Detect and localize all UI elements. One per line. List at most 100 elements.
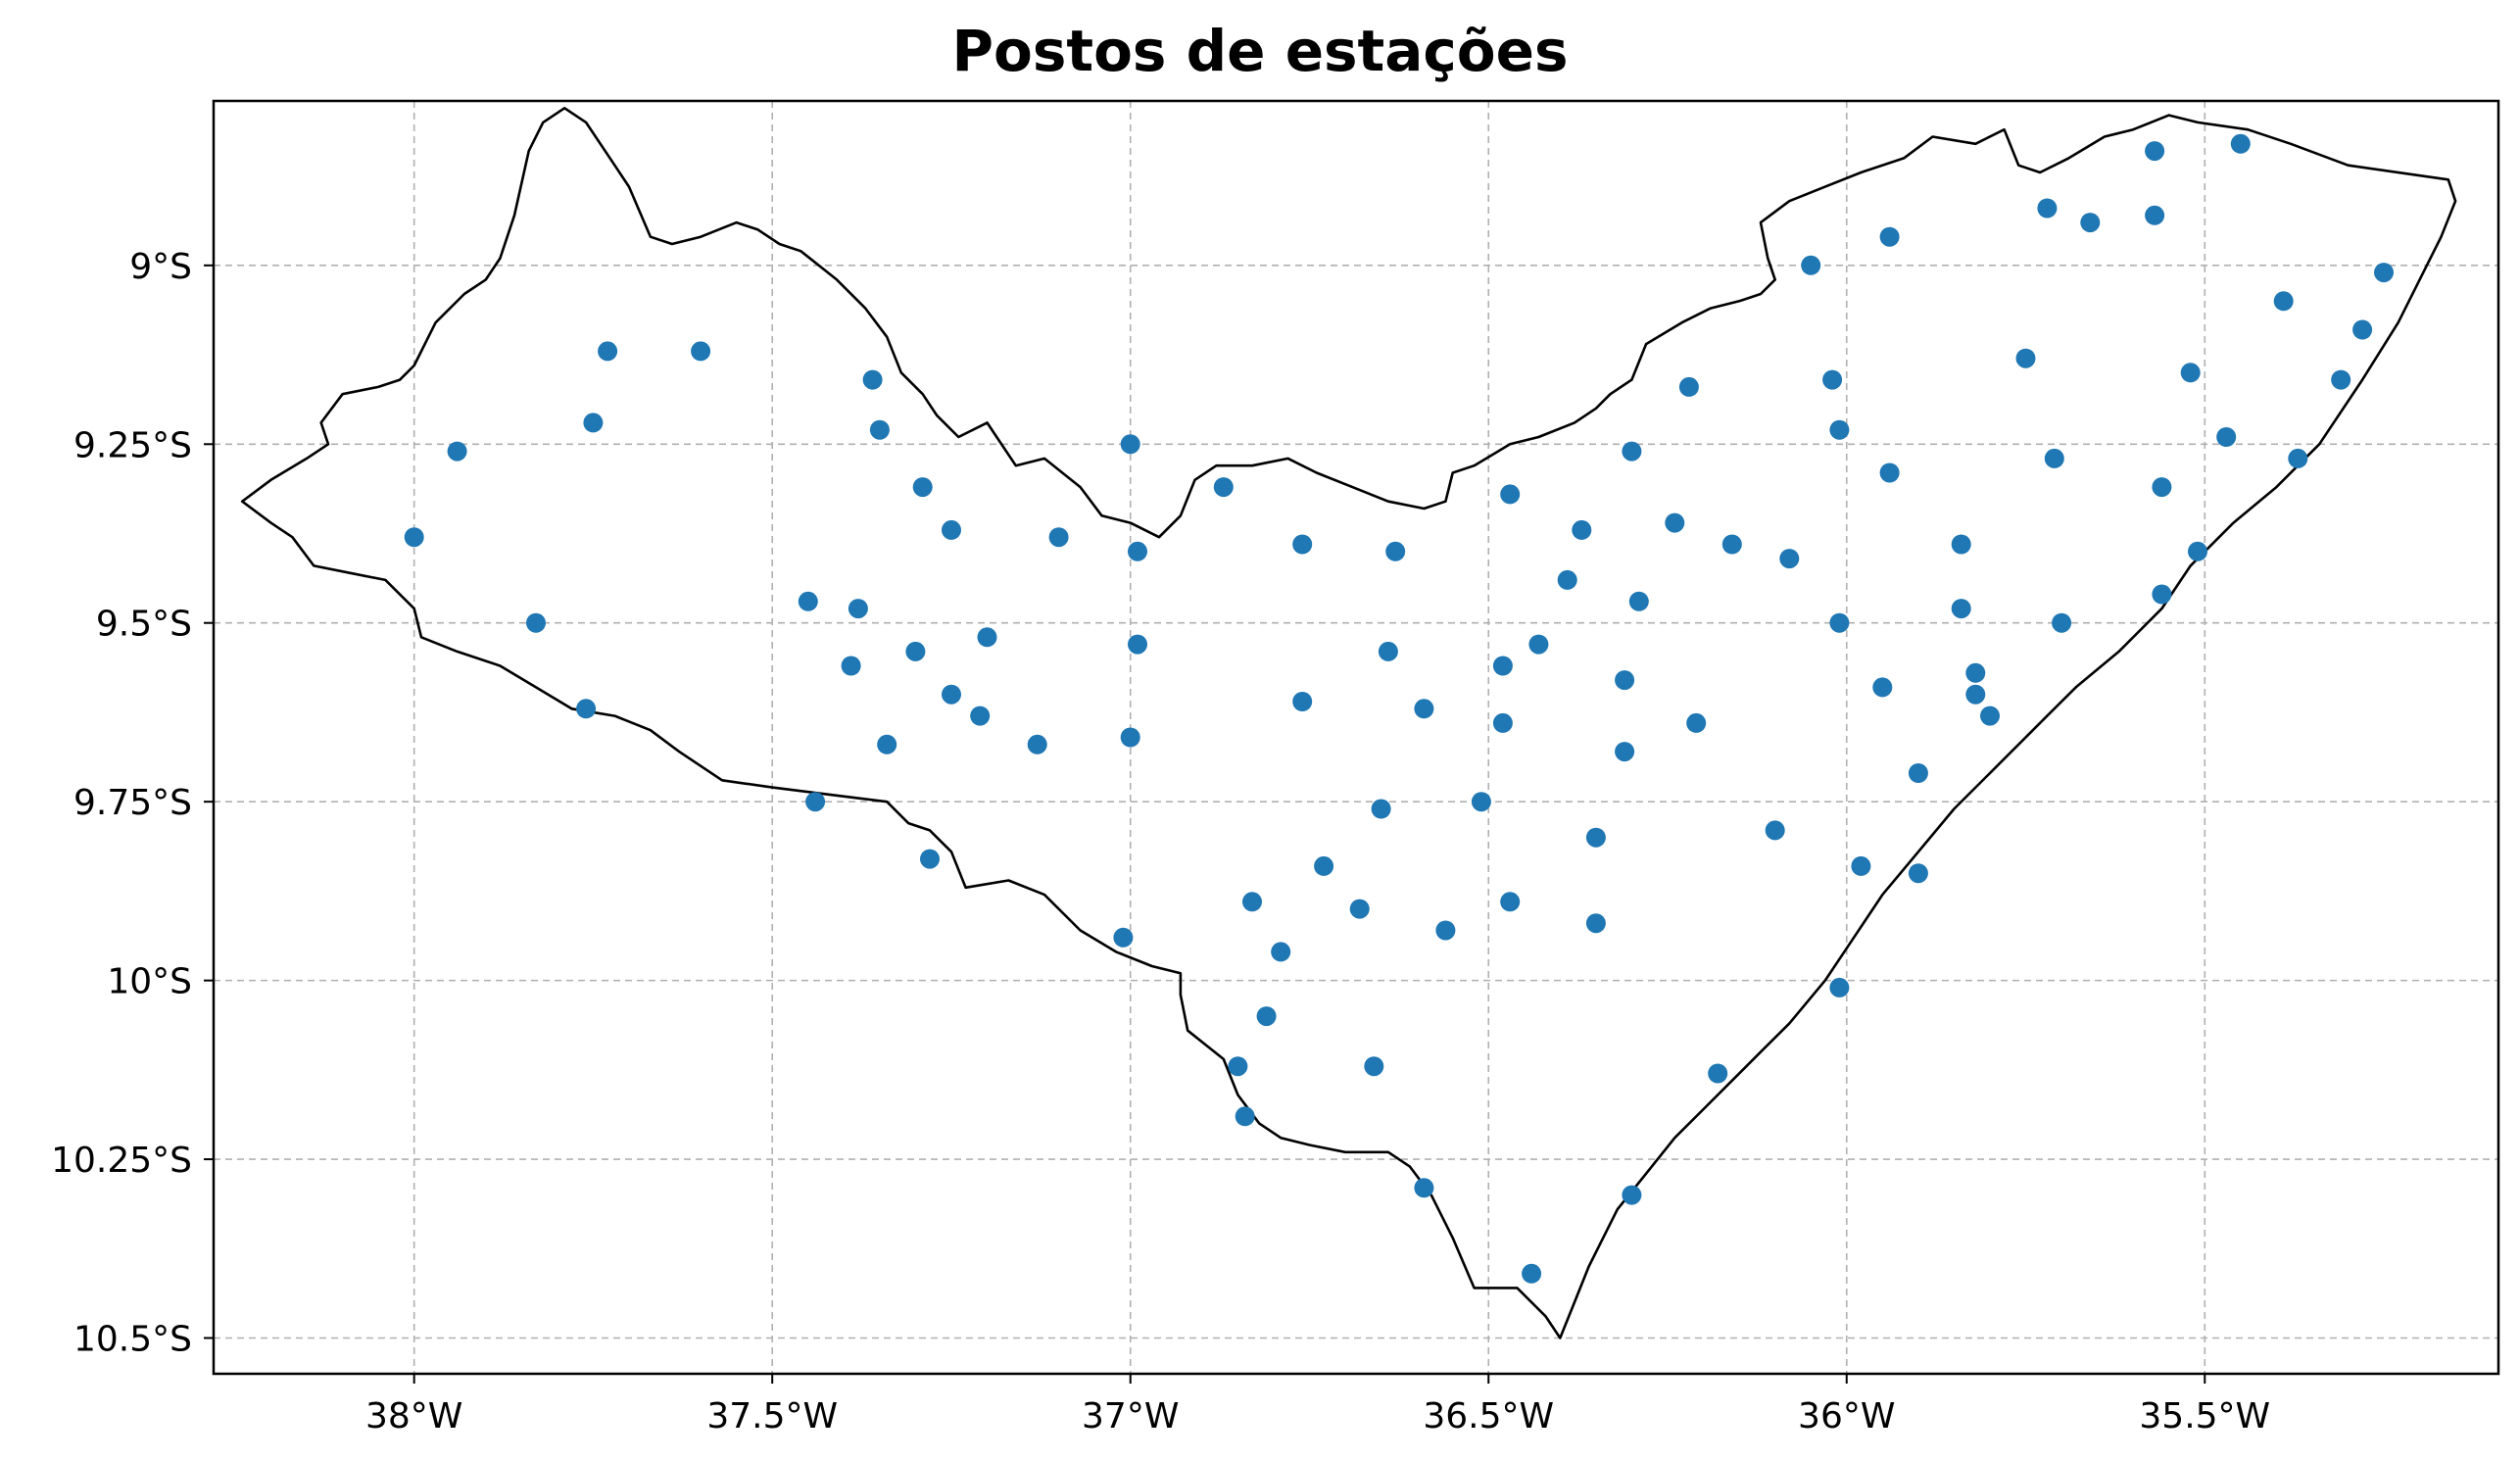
station-point [1128, 541, 1147, 561]
station-point [1271, 942, 1291, 962]
station-point [1048, 527, 1069, 548]
map-title: Postos de estações [951, 18, 1569, 84]
station-point [942, 519, 961, 540]
station-point [1128, 634, 1147, 655]
station-point [805, 792, 826, 812]
station-point [1665, 512, 1685, 533]
station-point [1879, 226, 1900, 247]
station-point [526, 612, 546, 633]
station-point [576, 699, 597, 719]
station-point [1113, 927, 1134, 948]
station-point [2044, 448, 2064, 468]
station-point [1801, 255, 1821, 275]
station-point [2152, 477, 2172, 498]
station-point [1708, 1063, 1728, 1084]
station-point [841, 656, 861, 676]
station-point [1822, 369, 1843, 390]
station-point [2352, 319, 2373, 340]
station-point [2288, 448, 2308, 468]
station-point [1585, 827, 1606, 848]
station-point [2152, 584, 2172, 605]
y-tick-label: 9.25°S [73, 425, 192, 465]
station-point [1557, 569, 1577, 590]
station-point [1951, 534, 1971, 555]
station-point [1572, 519, 1592, 540]
station-point [1980, 706, 2000, 726]
station-point [1686, 712, 1707, 733]
station-point [942, 684, 961, 705]
station-point [2180, 363, 2201, 383]
station-point [1829, 612, 1850, 633]
station-point [1500, 484, 1521, 505]
station-point [1120, 434, 1140, 455]
station-point [1851, 855, 1871, 876]
station-point [1414, 1178, 1434, 1198]
station-point [862, 369, 883, 390]
station-point [905, 641, 926, 661]
station-point [1292, 692, 1313, 711]
station-point [2080, 213, 2101, 233]
station-point [1349, 899, 1370, 919]
station-point [1027, 734, 1047, 754]
station-point [2374, 263, 2394, 283]
station-point [1721, 534, 1742, 555]
x-tick-label: 37.5°W [706, 1396, 838, 1436]
station-point [691, 341, 711, 362]
station-point [1951, 599, 1971, 619]
station-point [869, 419, 890, 440]
x-axis-ticks: 38°W 37.5°W 37°W 36.5°W 36°W 35.5°W [365, 1374, 2270, 1436]
station-point [1120, 727, 1140, 748]
station-point [2145, 205, 2165, 225]
station-point [1628, 591, 1649, 611]
state-boundary [240, 107, 2457, 1339]
x-tick-label: 37°W [1082, 1396, 1179, 1436]
station-point [447, 441, 467, 462]
y-tick-label: 9°S [129, 247, 192, 287]
x-tick-label: 36°W [1798, 1396, 1895, 1436]
station-point [2188, 541, 2207, 561]
station-point [1965, 662, 1986, 683]
station-point [970, 706, 991, 726]
station-point [2331, 369, 2351, 390]
station-point [1585, 913, 1606, 934]
station-point [1364, 1056, 1384, 1077]
gridlines [214, 101, 2498, 1374]
station-point [1872, 677, 1893, 698]
station-point [977, 627, 997, 648]
station-point [2230, 133, 2251, 154]
station-point [1235, 1106, 1255, 1127]
station-point [1908, 863, 1928, 884]
station-point [1471, 792, 1491, 812]
y-tick-label: 9.75°S [73, 783, 192, 823]
plot-frame [212, 99, 2500, 1376]
station-point [1678, 376, 1699, 397]
station-point [877, 734, 897, 754]
station-point [848, 599, 868, 619]
station-point [1242, 892, 1262, 912]
station-point [1879, 462, 1900, 483]
station-point [1228, 1056, 1248, 1077]
station-point [2273, 291, 2294, 312]
station-point [1908, 763, 1928, 783]
station-point [1765, 820, 1785, 841]
station-point [2015, 348, 2036, 368]
station-point [2052, 612, 2072, 633]
station-point [1256, 1006, 1277, 1027]
station-point [2037, 198, 2058, 219]
station-points [404, 133, 2394, 1284]
station-point [1522, 1263, 1542, 1284]
station-point [1500, 892, 1521, 912]
station-point [404, 527, 424, 548]
station-point [1829, 419, 1850, 440]
station-point [920, 849, 940, 869]
station-point [1213, 477, 1234, 498]
station-point [1414, 699, 1434, 719]
x-tick-label: 35.5°W [2139, 1396, 2270, 1436]
station-point [1385, 541, 1406, 561]
station-point [1492, 656, 1513, 676]
station-point [1965, 684, 1986, 705]
station-point [1829, 977, 1850, 998]
station-point [1371, 799, 1391, 819]
station-point [1314, 855, 1334, 876]
